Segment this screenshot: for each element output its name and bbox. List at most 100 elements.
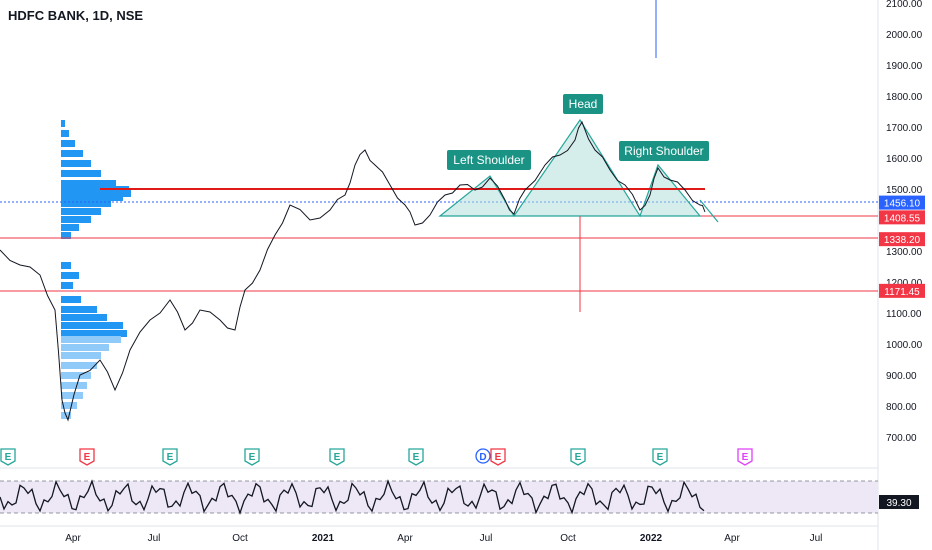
- earnings-event-icon[interactable]: E: [79, 448, 95, 466]
- price-tags: 1456.10 1408.55 1338.20 1171.45: [879, 195, 925, 298]
- price-tag-bg: [879, 210, 925, 225]
- volume-profile-bar: [61, 372, 91, 379]
- price-tick: 1000.00: [886, 340, 923, 351]
- price-tick: 1700.00: [886, 123, 923, 134]
- volume-profile-bar: [61, 322, 123, 329]
- volume-profile-bar: [61, 140, 75, 147]
- earnings-event-icon[interactable]: E: [408, 448, 424, 466]
- earnings-event-icon[interactable]: E: [737, 448, 753, 466]
- volume-profile-bar: [61, 402, 77, 409]
- volume-profile-bar: [61, 362, 97, 369]
- price-tick: 800.00: [886, 402, 917, 413]
- price-tag-bg: [879, 232, 925, 247]
- volume-profile-bar: [61, 344, 109, 351]
- volume-profile-bar: [61, 314, 107, 321]
- price-axis[interactable]: 2100.00 2000.00 1900.00 1800.00 1700.00 1600.…: [886, 0, 923, 444]
- svg-text:E: E: [742, 452, 749, 463]
- volume-profile-bar: [61, 194, 123, 201]
- price-tag-label: 1338.20: [884, 235, 921, 246]
- price-tick: 1100.00: [886, 309, 922, 320]
- oscillator-value-tag: 39.30: [879, 495, 919, 509]
- volume-profile-bar: [61, 272, 79, 279]
- price-tick: 1300.00: [886, 247, 923, 258]
- time-label: 2021: [312, 533, 335, 544]
- price-tick: 1800.00: [886, 92, 923, 103]
- time-label: Apr: [397, 533, 413, 544]
- earnings-event-icon[interactable]: E: [0, 448, 16, 466]
- svg-text:E: E: [413, 452, 420, 463]
- time-label: Oct: [232, 533, 248, 544]
- volume-profile-bar: [61, 216, 91, 223]
- price-tag-bg: [879, 283, 925, 298]
- volume-profile-bar: [61, 150, 83, 157]
- svg-text:E: E: [84, 452, 91, 463]
- time-label: Apr: [65, 533, 81, 544]
- price-tick: 1900.00: [886, 61, 923, 72]
- volume-profile-bar: [61, 306, 97, 313]
- price-tag-label: 1171.45: [884, 287, 920, 298]
- volume-profile-bar: [61, 282, 73, 289]
- earnings-event-icon[interactable]: E: [490, 448, 506, 466]
- volume-profile: [61, 120, 131, 419]
- time-axis[interactable]: Apr Jul Oct 2021 Apr Jul Oct 2022 Apr Jul: [65, 533, 822, 544]
- volume-profile-bar: [61, 200, 111, 207]
- price-tick: 1200.00: [886, 278, 923, 289]
- price-tag-label: 1408.55: [884, 213, 921, 224]
- volume-profile-bar: [61, 130, 69, 137]
- volume-profile-bar: [61, 392, 83, 399]
- earnings-event-icon[interactable]: E: [244, 448, 260, 466]
- volume-profile-bar: [61, 330, 127, 337]
- svg-text:39.30: 39.30: [886, 498, 911, 509]
- oscillator-series: [0, 479, 705, 516]
- svg-text:Head: Head: [569, 97, 598, 111]
- price-tick: 700.00: [886, 433, 917, 444]
- price-tick: 1500.00: [886, 185, 923, 196]
- volume-profile-bar: [61, 224, 79, 231]
- svg-text:E: E: [249, 452, 256, 463]
- price-tag-label: 1456.10: [884, 199, 921, 210]
- volume-profile-bar: [61, 296, 81, 303]
- time-label: 2022: [640, 533, 663, 544]
- volume-profile-bar: [61, 160, 91, 167]
- earnings-event-icon[interactable]: E: [652, 448, 668, 466]
- volume-profile-bar: [61, 180, 116, 187]
- svg-text:E: E: [575, 452, 582, 463]
- annotation-head[interactable]: Head: [563, 94, 603, 114]
- volume-profile-bar: [61, 190, 131, 197]
- time-label: Jul: [148, 533, 161, 544]
- volume-profile-bar: [61, 186, 129, 193]
- price-tick: 2000.00: [886, 30, 923, 41]
- volume-profile-bar: [61, 336, 121, 343]
- volume-profile-bar: [61, 352, 101, 359]
- svg-text:E: E: [167, 452, 174, 463]
- time-label: Jul: [810, 533, 823, 544]
- volume-profile-bar: [61, 208, 101, 215]
- chart-title: HDFC BANK, 1D, NSE: [8, 8, 144, 23]
- time-label: Jul: [480, 533, 493, 544]
- price-tick: 900.00: [886, 371, 917, 382]
- time-label: Apr: [724, 533, 740, 544]
- volume-profile-bar: [61, 232, 71, 239]
- annotation-left-shoulder[interactable]: Left Shoulder: [447, 150, 531, 170]
- svg-text:D: D: [479, 452, 486, 463]
- annotation-right-shoulder[interactable]: Right Shoulder: [619, 141, 709, 161]
- dividend-event-icon[interactable]: D: [475, 448, 491, 464]
- svg-text:E: E: [495, 452, 502, 463]
- svg-text:Left Shoulder: Left Shoulder: [453, 153, 524, 167]
- volume-profile-bar: [61, 120, 65, 127]
- price-series: [0, 120, 706, 422]
- price-tick: 1600.00: [886, 154, 923, 165]
- earnings-event-icon[interactable]: E: [570, 448, 586, 466]
- price-tick: 2100.00: [886, 0, 923, 10]
- volume-profile-bar: [61, 170, 101, 177]
- earnings-event-icon[interactable]: E: [329, 448, 345, 466]
- svg-text:E: E: [657, 452, 664, 463]
- time-label: Oct: [560, 533, 576, 544]
- price-tag-bg: [879, 195, 925, 210]
- svg-text:E: E: [334, 452, 341, 463]
- volume-profile-bar: [61, 262, 71, 269]
- earnings-event-icon[interactable]: E: [162, 448, 178, 466]
- volume-profile-bar: [61, 382, 87, 389]
